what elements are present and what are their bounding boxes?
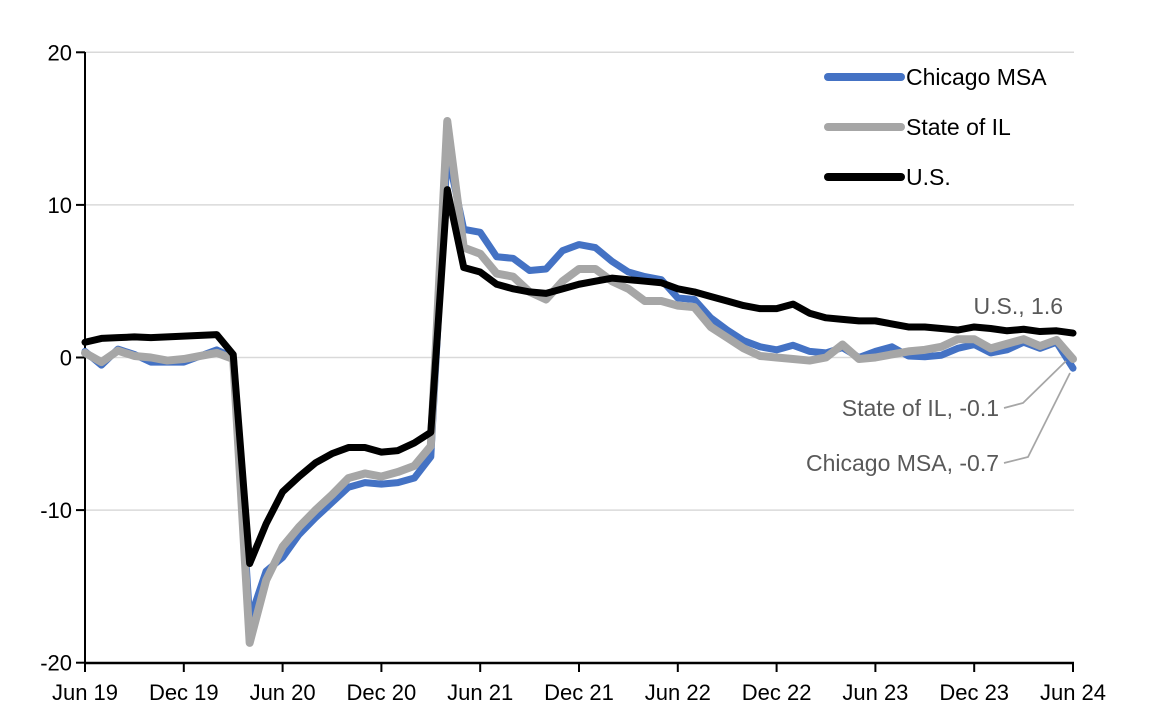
- legend-label-us: U.S.: [906, 164, 951, 190]
- x-axis-tick-label: Dec 19: [149, 680, 219, 705]
- series-line-us: [81, 186, 1077, 568]
- x-axis-tick-label: Dec 21: [544, 680, 614, 705]
- legend-label-chicago-msa: Chicago MSA: [906, 64, 1047, 90]
- x-axis-tick-label: Jun 20: [250, 680, 316, 705]
- y-axis-ticks: [76, 51, 85, 664]
- y-axis-tick-label: 10: [48, 193, 72, 218]
- x-axis-tick-label: Jun 24: [1040, 680, 1106, 705]
- annotations: U.S., 1.6 State of IL, -0.1 Chicago MSA,…: [806, 293, 1071, 476]
- y-axis-tick-label: -10: [40, 498, 72, 523]
- legend-item-state-of-il: State of IL: [824, 114, 1011, 140]
- legend-item-us: U.S.: [824, 164, 951, 190]
- series-line-state-of-il: [81, 116, 1077, 647]
- x-axis-tick-label: Dec 23: [939, 680, 1009, 705]
- x-axis-tick-label: Dec 20: [347, 680, 417, 705]
- annotation-leader-chicago-msa: [1003, 372, 1071, 464]
- x-axis-tick-labels: Jun 19 Dec 19 Jun 20 Dec 20 Jun 21 Dec 21 Jun …: [52, 680, 1106, 705]
- legend-label-state-of-il: State of IL: [906, 114, 1011, 140]
- y-axis-tick-labels: 20 10 0 -10 -20: [40, 40, 72, 675]
- x-axis-tick-label: Dec 22: [742, 680, 812, 705]
- annotation-us: U.S., 1.6: [974, 293, 1063, 319]
- annotation-state-of-il: State of IL, -0.1: [842, 395, 999, 421]
- legend-item-chicago-msa: Chicago MSA: [824, 64, 1047, 90]
- x-axis-tick-label: Jun 21: [447, 680, 513, 705]
- x-axis-tick-label: Jun 22: [645, 680, 711, 705]
- annotation-chicago-msa: Chicago MSA, -0.7: [806, 450, 999, 476]
- legend: Chicago MSA State of IL U.S.: [824, 64, 1047, 190]
- x-axis-tick-label: Jun 19: [52, 680, 118, 705]
- annotation-leader-state-of-il: [1003, 360, 1067, 409]
- y-axis-tick-label: 20: [48, 40, 72, 65]
- y-axis-tick-label: 0: [60, 346, 72, 371]
- x-axis-ticks: [84, 663, 1074, 672]
- y-axis-tick-label: -20: [40, 651, 72, 676]
- x-axis-tick-label: Jun 23: [842, 680, 908, 705]
- gridlines: [85, 51, 1074, 511]
